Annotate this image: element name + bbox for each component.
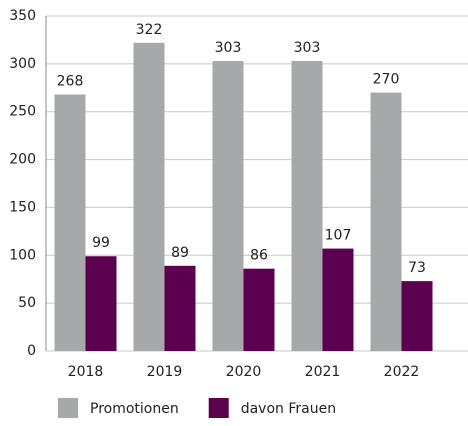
legend-swatch <box>58 398 78 418</box>
value-label: 322 <box>136 22 163 38</box>
bar <box>322 248 354 351</box>
bar <box>212 60 244 351</box>
value-label: 268 <box>57 73 84 89</box>
bar <box>164 265 196 351</box>
value-label: 99 <box>92 235 110 251</box>
legend-label: Promotionen <box>90 401 179 417</box>
bar <box>243 268 275 351</box>
y-tick-label: 200 <box>9 152 36 168</box>
y-tick-label: 100 <box>9 247 36 263</box>
value-label: 107 <box>325 228 352 244</box>
bar <box>401 281 433 351</box>
value-label: 89 <box>171 245 189 261</box>
legend-swatch <box>208 398 229 418</box>
value-label: 270 <box>373 72 400 88</box>
value-label: 86 <box>250 248 268 264</box>
legend-label: davon Frauen <box>241 401 336 417</box>
x-tick-label: 2022 <box>384 364 420 380</box>
x-tick-label: 2020 <box>226 364 262 380</box>
y-tick-label: 250 <box>9 104 36 120</box>
bar <box>85 256 117 351</box>
x-tick-label: 2021 <box>305 364 341 380</box>
bar <box>54 94 86 351</box>
y-tick-label: 50 <box>18 295 36 311</box>
bar <box>370 92 402 352</box>
x-tick-label: 2018 <box>68 364 104 380</box>
x-tick-label: 2019 <box>147 364 183 380</box>
bar <box>291 60 323 351</box>
y-tick-label: 300 <box>9 56 36 72</box>
y-tick-label: 150 <box>9 199 36 215</box>
value-label: 303 <box>294 40 321 56</box>
bar <box>133 42 165 352</box>
value-label: 303 <box>215 40 242 56</box>
value-label: 73 <box>408 260 426 276</box>
y-tick-label: 350 <box>9 8 36 24</box>
y-tick-label: 0 <box>27 343 36 359</box>
